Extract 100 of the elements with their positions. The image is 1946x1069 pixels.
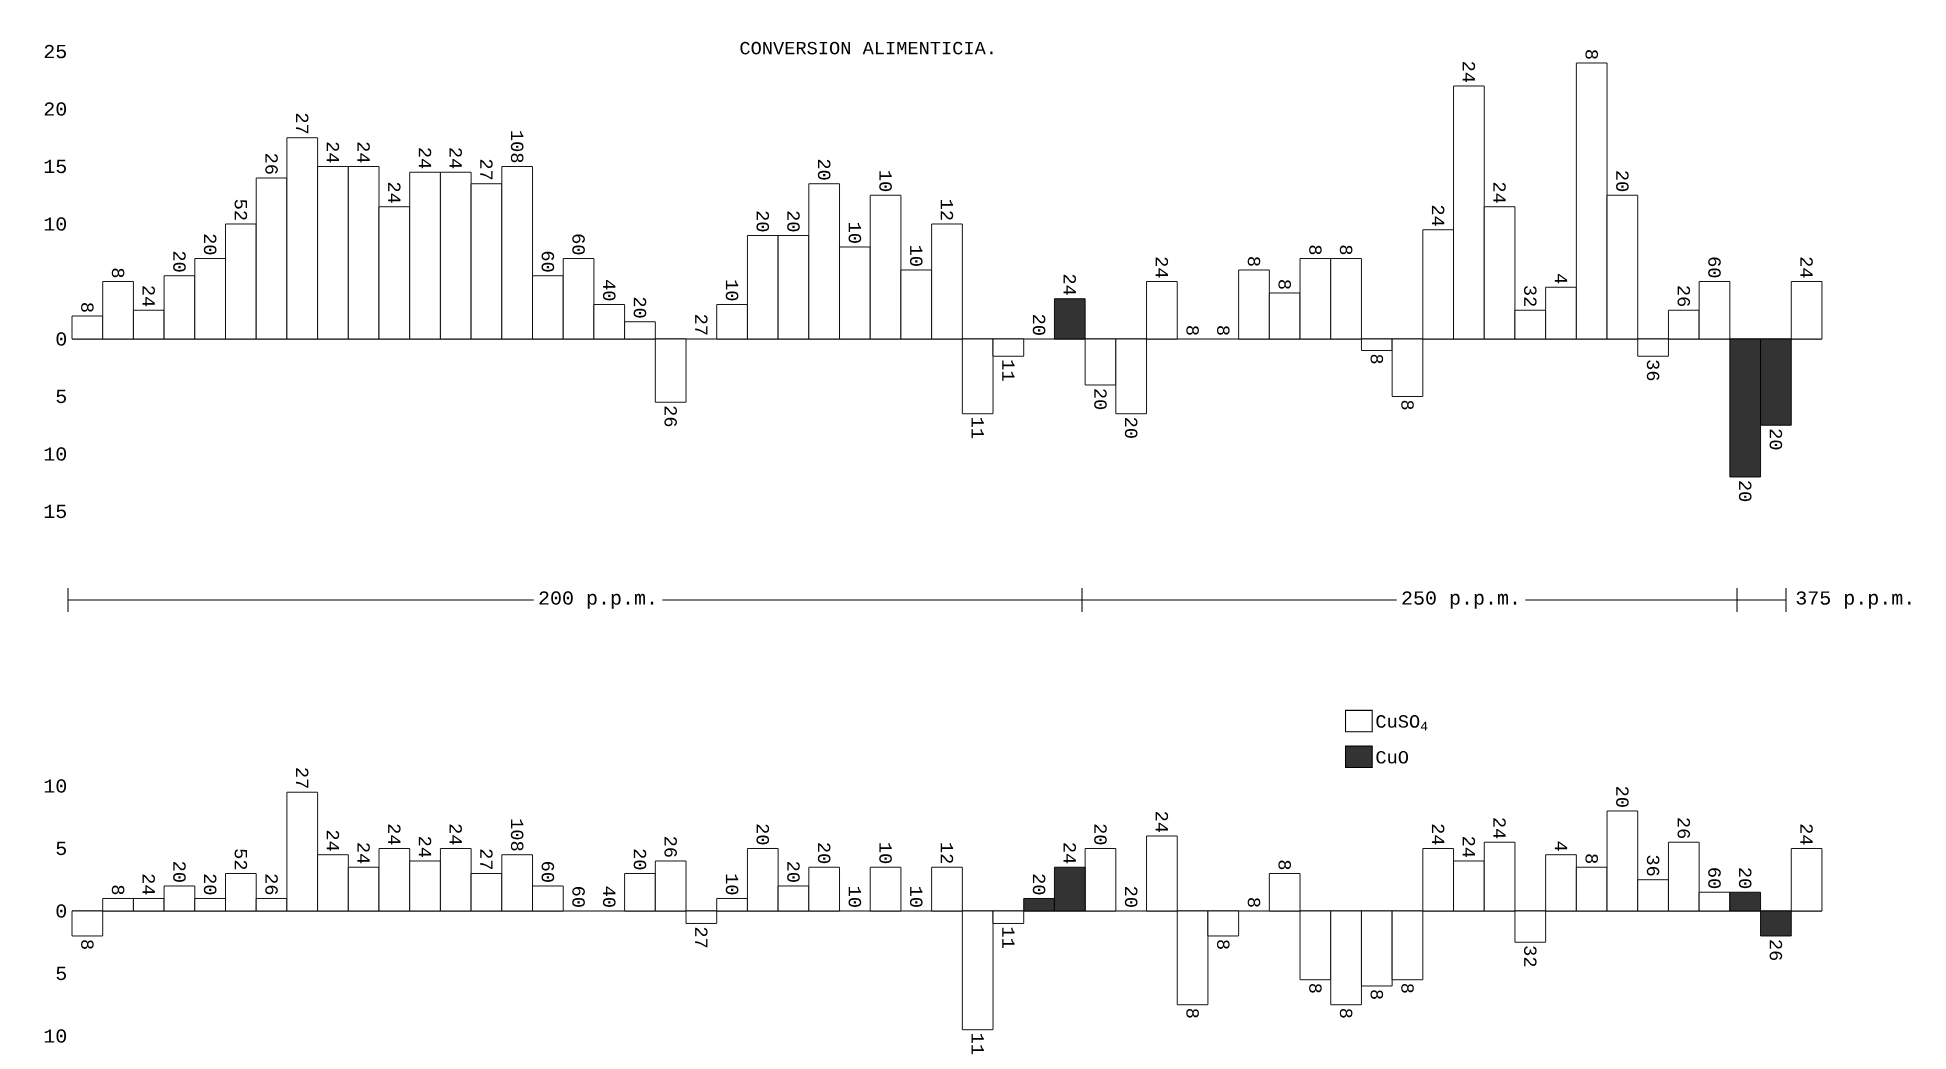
x-tick-label: 26 xyxy=(265,874,278,895)
x-tick-label: 26 xyxy=(1677,818,1691,839)
x-tick-label: 20 xyxy=(1094,824,1107,845)
x-tick-label: 20 xyxy=(817,843,831,864)
x-tick-label: 8 xyxy=(1339,245,1353,255)
y-tick-label: 5 xyxy=(56,841,67,856)
x-tick-label: 20 xyxy=(1124,886,1138,907)
x-tick-label: 24 xyxy=(388,182,401,203)
x-tick-label: 24 xyxy=(1493,182,1506,203)
x-tick-label: 24 xyxy=(449,148,463,169)
x-tick-label: 24 xyxy=(1493,818,1506,839)
x-tick-label: 60 xyxy=(1708,257,1721,278)
x-tick-label: 10 xyxy=(848,223,862,243)
x-tick-label: 20 xyxy=(173,861,186,882)
x-tick-label: 20 xyxy=(787,211,800,232)
x-tick-label: 24 xyxy=(357,142,370,163)
x-tick-label: 60 xyxy=(1708,868,1721,889)
x-tick-label: 60 xyxy=(572,887,585,907)
x-tick-label: 27 xyxy=(480,849,493,870)
x-tick-label: 52 xyxy=(234,849,248,870)
x-tick-label: 8 xyxy=(1278,280,1292,289)
x-tick-label: 20 xyxy=(1032,314,1046,335)
y-tick-label: 0 xyxy=(56,332,67,346)
x-tick-label: 108 xyxy=(510,819,524,851)
x-tick-label: 8 xyxy=(1401,400,1414,410)
x-tick-label: 4 xyxy=(1554,841,1568,851)
x-tick-label: 12 xyxy=(940,200,954,220)
x-tick-label: 24 xyxy=(142,286,155,307)
x-tick-label: 24 xyxy=(1063,843,1077,864)
x-tick-label: 60 xyxy=(572,234,585,255)
x-tick-label: 8 xyxy=(1247,257,1261,266)
x-tick-label: 24 xyxy=(326,142,340,163)
x-tick-label: 108 xyxy=(510,131,524,163)
x-tick-label: 26 xyxy=(1769,940,1783,961)
legend-label: CuO xyxy=(1376,750,1409,764)
x-tick-label: 24 xyxy=(1431,824,1445,845)
x-tick-label: 52 xyxy=(234,199,248,220)
y-tick-label: 0 xyxy=(56,904,67,918)
x-tick-label: 20 xyxy=(756,824,770,845)
x-tick-label: 20 xyxy=(1769,429,1783,450)
x-tick-label: 20 xyxy=(173,251,186,272)
text: 375 p.p.m. xyxy=(1796,591,1911,609)
x-tick-label: 27 xyxy=(695,927,708,948)
x-tick-label: 12 xyxy=(940,843,954,863)
y-tick-label: 10 xyxy=(44,447,67,461)
x-tick-label: 8 xyxy=(1309,983,1322,993)
x-tick-label: 26 xyxy=(664,836,677,857)
x-tick-label: 60 xyxy=(541,862,555,882)
x-tick-label: 40 xyxy=(602,280,616,301)
x-tick-label: 8 xyxy=(1309,245,1322,255)
x-tick-label: 8 xyxy=(81,303,94,312)
y-tick-label: 5 xyxy=(56,389,67,404)
x-tick-label: 11 xyxy=(1002,927,1015,948)
x-tick-label: 8 xyxy=(1186,1008,1199,1018)
text: 250 p.p.m. xyxy=(1402,591,1517,609)
y-tick-label: 5 xyxy=(56,966,67,981)
x-tick-label: 20 xyxy=(1032,874,1046,895)
x-tick-label: 11 xyxy=(971,1034,984,1055)
x-tick-label: 8 xyxy=(1370,354,1384,364)
x-tick-label: 27 xyxy=(480,159,493,180)
x-tick-label: 26 xyxy=(664,406,677,427)
x-tick-label: 24 xyxy=(418,148,432,169)
x-tick-label: 20 xyxy=(203,874,217,895)
x-tick-label: 10 xyxy=(879,843,892,864)
x-tick-label: 10 xyxy=(879,171,892,192)
legend-label: CuSO$_{4}$ xyxy=(1376,715,1428,731)
x-tick-label: 24 xyxy=(1462,836,1476,858)
x-tick-label: 20 xyxy=(633,849,647,870)
x-tick-label: 27 xyxy=(695,314,708,335)
x-tick-label: 10 xyxy=(909,246,923,266)
x-tick-label: 24 xyxy=(418,836,432,858)
y-tick-label: 25 xyxy=(44,44,67,59)
x-tick-label: 24 xyxy=(388,824,401,845)
x-tick-label: 24 xyxy=(357,843,370,864)
x-tick-label: 8 xyxy=(1370,990,1384,999)
x-tick-label: 24 xyxy=(1063,274,1077,295)
x-tick-label: 8 xyxy=(1401,983,1414,993)
x-tick-label: 8 xyxy=(1186,326,1199,335)
x-tick-label: 20 xyxy=(633,297,647,318)
x-tick-label: 24 xyxy=(1462,61,1476,83)
y-tick-label: 20 xyxy=(44,102,67,116)
x-tick-label: 26 xyxy=(265,153,278,174)
x-tick-label: 26 xyxy=(1677,286,1691,307)
x-tick-label: 8 xyxy=(1339,1008,1353,1018)
x-tick-label: 24 xyxy=(1155,257,1169,278)
x-tick-label: 36 xyxy=(1646,855,1660,876)
x-tick-label: 32 xyxy=(1523,946,1537,967)
x-tick-label: 20 xyxy=(817,159,831,180)
x-tick-label: 10 xyxy=(909,887,923,907)
x-tick-label: 20 xyxy=(756,211,770,232)
x-tick-label: 8 xyxy=(1247,898,1261,907)
y-tick-label: 15 xyxy=(44,159,67,174)
y-tick-label: 15 xyxy=(44,504,67,519)
x-tick-label: 10 xyxy=(725,280,739,301)
x-tick-label: 8 xyxy=(1585,854,1599,864)
x-tick-label: 8 xyxy=(1216,326,1230,335)
x-tick-label: 8 xyxy=(1585,50,1599,59)
x-tick-label: 20 xyxy=(787,861,800,882)
x-tick-label: 8 xyxy=(1216,940,1230,949)
x-tick-label: 20 xyxy=(203,234,217,255)
